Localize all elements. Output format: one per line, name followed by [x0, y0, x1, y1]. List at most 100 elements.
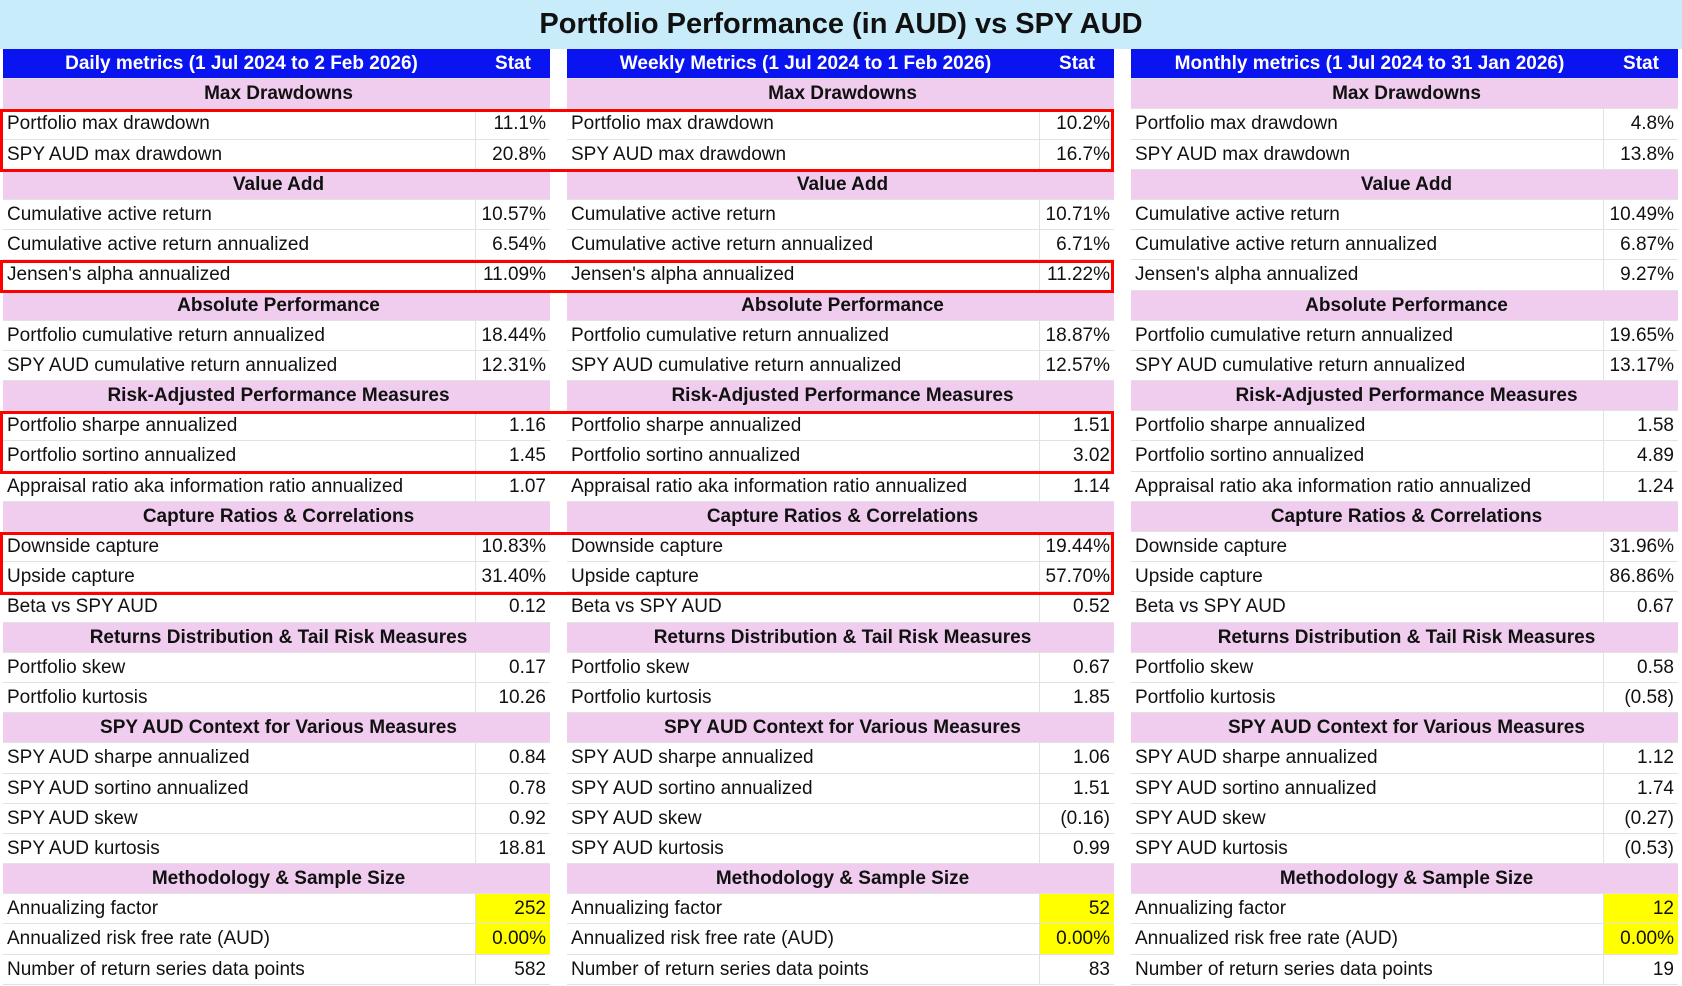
metric-value[interactable]: 0.84: [509, 747, 546, 769]
metric-row[interactable]: Portfolio cumulative return annualized 19…: [1131, 320, 1678, 351]
metric-row[interactable]: Portfolio sortino annualized 4.89: [1131, 441, 1678, 472]
metric-row[interactable]: Annualizing factor 12: [1131, 894, 1678, 925]
metric-row[interactable]: Number of return series data points 83: [567, 954, 1114, 985]
metric-value[interactable]: 13.8%: [1620, 143, 1674, 165]
metric-row[interactable]: Annualizing factor 52: [567, 894, 1114, 925]
metric-row[interactable]: SPY AUD sharpe annualized 1.12: [1131, 743, 1678, 774]
metric-row[interactable]: Portfolio sharpe annualized 1.51: [567, 411, 1114, 442]
metric-value[interactable]: 0.00%: [1040, 924, 1114, 954]
metric-value[interactable]: 11.22%: [1046, 264, 1110, 286]
metric-value[interactable]: (0.16): [1060, 807, 1110, 829]
metric-value[interactable]: 86.86%: [1609, 566, 1674, 588]
metric-value[interactable]: 0.52: [1073, 596, 1110, 618]
metric-row[interactable]: Beta vs SPY AUD 0.12: [3, 592, 550, 623]
metric-value[interactable]: 18.87%: [1045, 324, 1110, 346]
metric-row[interactable]: Portfolio cumulative return annualized 18…: [567, 320, 1114, 351]
metric-row[interactable]: Portfolio kurtosis 1.85: [567, 682, 1114, 714]
metric-value[interactable]: 4.8%: [1630, 113, 1674, 135]
metric-value[interactable]: 1.14: [1073, 475, 1110, 497]
metric-row[interactable]: SPY AUD sharpe annualized 0.84: [3, 743, 550, 774]
metric-row[interactable]: Portfolio sortino annualized 3.02: [567, 441, 1114, 472]
metric-value[interactable]: 83: [1088, 958, 1110, 980]
metric-value[interactable]: 20.8%: [492, 143, 546, 165]
metric-row[interactable]: Portfolio max drawdown 4.8%: [1131, 109, 1678, 140]
metric-row[interactable]: Portfolio skew 0.67: [567, 652, 1114, 683]
metric-value[interactable]: 1.06: [1073, 747, 1110, 769]
metric-row[interactable]: Beta vs SPY AUD 0.67: [1131, 592, 1678, 623]
metric-value[interactable]: 4.89: [1637, 445, 1674, 467]
metric-row[interactable]: SPY AUD sortino annualized 1.51: [567, 773, 1114, 804]
metric-value[interactable]: 19.44%: [1045, 536, 1110, 557]
metric-row[interactable]: Portfolio skew 0.58: [1131, 652, 1678, 683]
metric-row[interactable]: SPY AUD kurtosis 18.81: [3, 833, 550, 865]
metric-value[interactable]: 252: [476, 894, 550, 924]
metric-row[interactable]: Cumulative active return annualized 6.87%: [1131, 230, 1678, 261]
metric-row[interactable]: SPY AUD skew 0.92: [3, 803, 550, 834]
metric-value[interactable]: 11.09%: [482, 264, 546, 286]
metric-row[interactable]: Beta vs SPY AUD 0.52: [567, 592, 1114, 623]
metric-value[interactable]: 1.16: [509, 415, 546, 437]
metric-value[interactable]: 31.96%: [1609, 536, 1674, 557]
metric-value[interactable]: (0.53): [1624, 837, 1674, 859]
metric-value[interactable]: 12.57%: [1045, 354, 1110, 376]
metric-row[interactable]: Jensen's alpha annualized 9.27%: [1131, 260, 1678, 291]
metric-row[interactable]: SPY AUD sharpe annualized 1.06: [567, 743, 1114, 774]
metric-row[interactable]: Portfolio sharpe annualized 1.58: [1131, 411, 1678, 442]
metric-row[interactable]: Portfolio sortino annualized 1.45: [3, 441, 550, 472]
metric-value[interactable]: 6.87%: [1620, 234, 1674, 256]
metric-value[interactable]: 0.58: [1637, 656, 1674, 678]
metric-value[interactable]: 10.83%: [481, 536, 546, 557]
metric-value[interactable]: 1.51: [1073, 415, 1110, 437]
metric-row[interactable]: SPY AUD max drawdown 16.7%: [567, 139, 1114, 170]
metric-row[interactable]: Portfolio sharpe annualized 1.16: [3, 411, 550, 442]
metric-row[interactable]: Cumulative active return annualized 6.71%: [567, 230, 1114, 261]
metric-row[interactable]: Cumulative active return 10.49%: [1131, 199, 1678, 231]
metric-row[interactable]: SPY AUD max drawdown 20.8%: [3, 139, 550, 170]
metric-value[interactable]: 18.44%: [481, 324, 546, 346]
metric-row[interactable]: Appraisal ratio aka information ratio an…: [567, 471, 1114, 502]
metric-value[interactable]: 0.17: [509, 656, 546, 678]
metric-row[interactable]: Portfolio max drawdown 10.2%: [567, 109, 1114, 140]
metric-value[interactable]: 12: [1604, 894, 1678, 924]
metric-row[interactable]: Annualized risk free rate (AUD) 0.00%: [1131, 924, 1678, 955]
metric-row[interactable]: SPY AUD max drawdown 13.8%: [1131, 139, 1678, 170]
metric-value[interactable]: 1.85: [1073, 686, 1110, 708]
metric-value[interactable]: (0.58): [1624, 686, 1674, 708]
metric-row[interactable]: SPY AUD cumulative return annualized 12.5…: [567, 350, 1114, 382]
metric-value[interactable]: 10.26: [498, 686, 546, 708]
metric-row[interactable]: Number of return series data points 19: [1131, 954, 1678, 985]
metric-row[interactable]: Appraisal ratio aka information ratio an…: [3, 471, 550, 502]
metric-row[interactable]: SPY AUD skew (0.27): [1131, 803, 1678, 834]
metric-row[interactable]: Portfolio cumulative return annualized 18…: [3, 320, 550, 351]
metric-row[interactable]: Annualizing factor 252: [3, 894, 550, 925]
metric-value[interactable]: 1.74: [1637, 777, 1674, 799]
metric-value[interactable]: 10.71%: [1045, 203, 1110, 225]
metric-value[interactable]: 0.78: [509, 777, 546, 799]
metric-value[interactable]: 57.70%: [1045, 566, 1110, 588]
metric-row[interactable]: Cumulative active return 10.71%: [567, 199, 1114, 231]
metric-value[interactable]: 12.31%: [481, 354, 546, 376]
metric-row[interactable]: SPY AUD sortino annualized 1.74: [1131, 773, 1678, 804]
metric-value[interactable]: 0.00%: [1604, 924, 1678, 954]
metric-value[interactable]: 10.49%: [1609, 203, 1674, 225]
metric-value[interactable]: 52: [1040, 894, 1114, 924]
metric-row[interactable]: SPY AUD kurtosis 0.99: [567, 833, 1114, 865]
metric-row[interactable]: Upside capture 31.40%: [3, 562, 550, 593]
metric-value[interactable]: 6.54%: [492, 234, 546, 256]
metric-value[interactable]: 10.57%: [481, 203, 546, 225]
metric-row[interactable]: Jensen's alpha annualized 11.22%: [567, 260, 1114, 291]
metric-row[interactable]: Portfolio kurtosis 10.26: [3, 682, 550, 714]
metric-row[interactable]: Cumulative active return annualized 6.54%: [3, 230, 550, 261]
metric-row[interactable]: SPY AUD skew (0.16): [567, 803, 1114, 834]
metric-value[interactable]: 18.81: [498, 837, 546, 859]
metric-value[interactable]: 0.92: [509, 807, 546, 829]
metric-value[interactable]: 9.27%: [1620, 264, 1674, 286]
metric-value[interactable]: 19.65%: [1609, 324, 1674, 346]
metric-row[interactable]: SPY AUD sortino annualized 0.78: [3, 773, 550, 804]
metric-value[interactable]: 1.51: [1073, 777, 1110, 799]
metric-value[interactable]: 6.71%: [1056, 234, 1110, 256]
metric-value[interactable]: 16.7%: [1056, 143, 1110, 165]
metric-value[interactable]: 0.67: [1073, 656, 1110, 678]
metric-value[interactable]: 13.17%: [1609, 354, 1674, 376]
metric-row[interactable]: SPY AUD kurtosis (0.53): [1131, 833, 1678, 865]
